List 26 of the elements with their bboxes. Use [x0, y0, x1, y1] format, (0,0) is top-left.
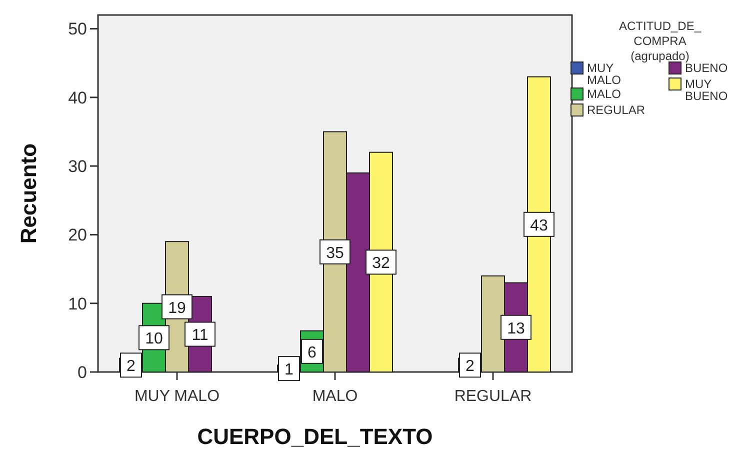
data-label: 6	[308, 344, 317, 362]
y-axis-title: Recuento	[16, 143, 41, 244]
legend-label: BUENO	[685, 61, 728, 75]
y-tick-label: 30	[68, 157, 87, 176]
data-label: 43	[530, 217, 548, 234]
legend-label: MUY BUENO	[685, 77, 728, 103]
y-tick-label: 50	[68, 20, 87, 39]
y-tick-label: 0	[78, 363, 87, 382]
data-label: 13	[507, 320, 525, 338]
legend-label: MALO	[587, 87, 622, 101]
y-tick-label: 40	[68, 88, 87, 108]
x-axis-title: CUERPO_DEL_TEXTO	[197, 424, 433, 449]
x-tick-label: REGULAR	[454, 388, 532, 405]
y-tick-label: 20	[68, 226, 87, 245]
legend-label: MUY MALO	[587, 61, 622, 87]
x-tick-label: MUY MALO	[134, 388, 220, 405]
x-tick-label: MALO	[312, 388, 358, 405]
data-label: 35	[326, 244, 344, 262]
legend-label: REGULAR	[587, 103, 646, 117]
data-label: 32	[372, 255, 390, 272]
y-tick-label: 10	[68, 294, 87, 314]
data-label: 1	[284, 362, 294, 379]
data-label: 10	[145, 330, 163, 348]
data-label: 11	[192, 327, 208, 344]
data-label: 19	[168, 300, 186, 317]
legend-title: ACTITUD_DE_ COMPRA (agrupado)	[618, 19, 702, 63]
